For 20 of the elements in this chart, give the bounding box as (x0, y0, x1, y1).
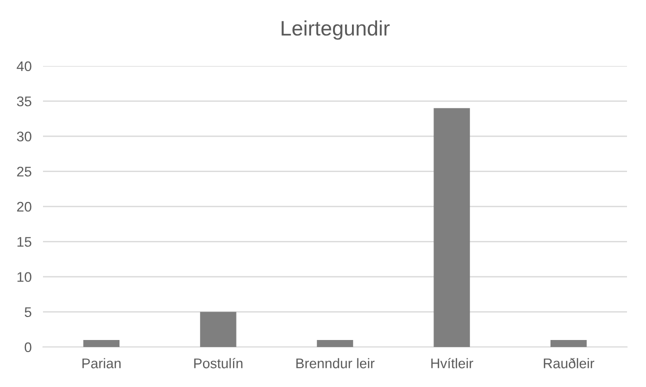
y-tick-label: 10 (18, 272, 32, 282)
x-tick-label: Postulín (194, 358, 242, 368)
bar (434, 108, 470, 347)
bar (550, 340, 587, 347)
y-tick-label: 15 (18, 237, 32, 247)
bar (200, 312, 236, 347)
chart-title: Leirtegundir (282, 20, 390, 40)
y-tick-label: 25 (17, 166, 32, 177)
y-tick-label: 5 (24, 307, 32, 318)
x-tick-label: Hvítleir (431, 358, 474, 368)
x-tick-label: Parian (82, 358, 121, 368)
y-tick-label: 35 (16, 96, 32, 106)
y-tick-label: 40 (16, 61, 32, 72)
x-tick-label: Rauðleir (544, 358, 594, 368)
bar (83, 340, 120, 347)
bar (316, 340, 354, 347)
x-tick-label: Brenndur leir (296, 358, 375, 368)
y-tick-label: 30 (16, 132, 32, 142)
y-tick-label: 0 (24, 342, 32, 352)
y-tick-label: 20 (17, 202, 32, 212)
